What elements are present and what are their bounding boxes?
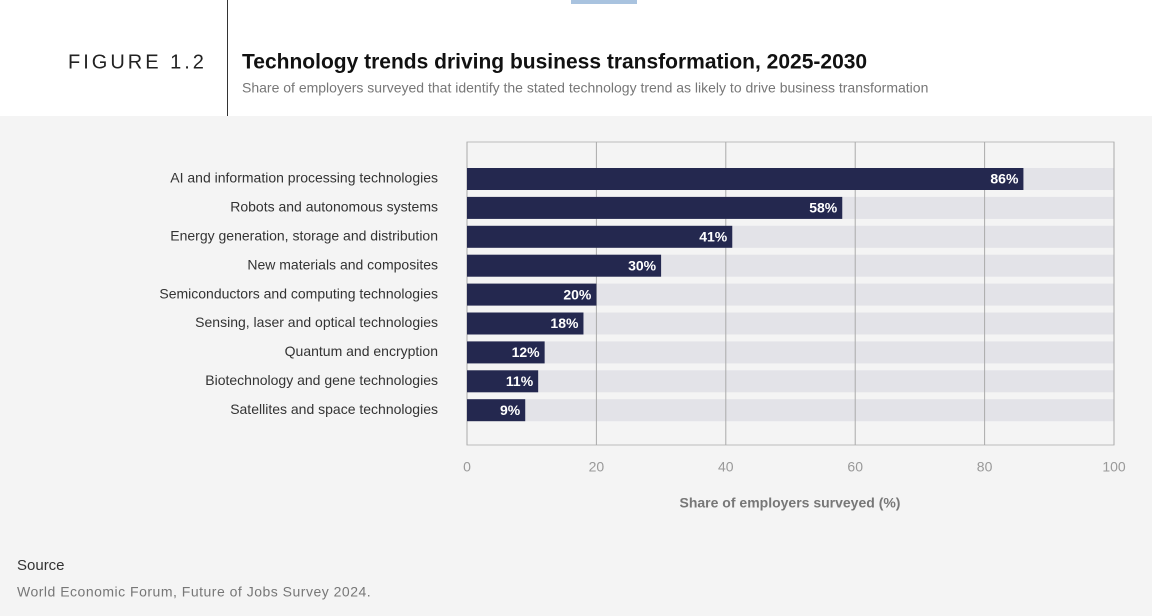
value-label: 58% — [809, 200, 838, 216]
bar-track — [467, 370, 1114, 393]
source-heading: Source — [17, 557, 65, 574]
bar-track — [467, 312, 1114, 335]
chart-title: Technology trends driving business trans… — [242, 51, 867, 74]
bar — [467, 341, 545, 364]
value-label: 86% — [990, 171, 1019, 187]
value-label: 18% — [550, 315, 579, 331]
body-bg — [0, 116, 1152, 616]
bar — [467, 283, 597, 306]
value-label: 9% — [500, 402, 521, 418]
bar — [467, 196, 843, 219]
x-axis-label: Share of employers surveyed (%) — [680, 495, 901, 511]
bar — [467, 370, 539, 393]
bar — [467, 225, 733, 248]
value-label: 20% — [563, 286, 592, 302]
header-bg — [0, 0, 1152, 116]
category-label: Satellites and space technologies — [230, 401, 438, 417]
category-label: Biotechnology and gene technologies — [205, 372, 438, 388]
bar — [467, 254, 662, 277]
value-label: 41% — [699, 229, 728, 245]
x-tick-label: 100 — [1102, 459, 1126, 475]
x-tick-label: 80 — [977, 459, 993, 475]
bar — [467, 399, 526, 422]
category-label: Semiconductors and computing technologie… — [159, 285, 438, 301]
category-label: Energy generation, storage and distribut… — [170, 228, 438, 244]
category-label: Robots and autonomous systems — [230, 199, 438, 215]
category-label: AI and information processing technologi… — [170, 170, 438, 186]
bar-track — [467, 283, 1114, 306]
value-label: 12% — [512, 344, 541, 360]
bar-track — [467, 399, 1114, 422]
x-tick-label: 20 — [589, 459, 605, 475]
value-label: 11% — [506, 373, 534, 389]
bar — [467, 168, 1024, 190]
bar — [467, 312, 584, 335]
x-tick-label: 60 — [847, 459, 863, 475]
category-label: New materials and composites — [247, 256, 438, 272]
chart-subtitle: Share of employers surveyed that identif… — [242, 80, 928, 96]
value-label: 30% — [628, 257, 657, 273]
decoration — [571, 0, 637, 4]
x-tick-label: 0 — [463, 459, 471, 475]
category-label: Quantum and encryption — [285, 343, 438, 359]
figure-label: FIGURE 1.2 — [68, 51, 207, 73]
x-tick-label: 40 — [718, 459, 734, 475]
category-label: Sensing, laser and optical technologies — [195, 314, 438, 330]
source-text: World Economic Forum, Future of Jobs Sur… — [17, 584, 371, 600]
bar-track — [467, 341, 1114, 364]
